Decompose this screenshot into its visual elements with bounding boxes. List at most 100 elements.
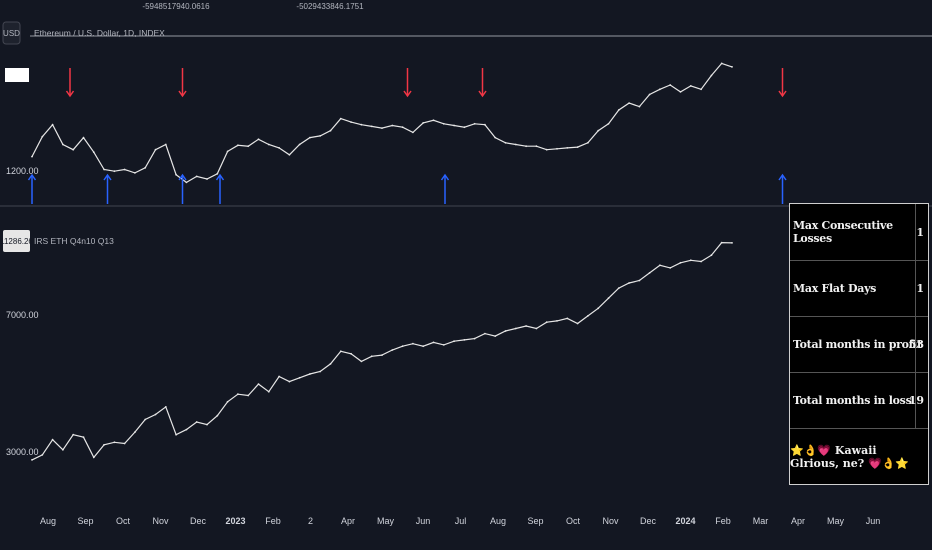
price-series-line-point (700, 88, 702, 91)
price-series-line-point (587, 141, 589, 144)
equity-series-line-point (237, 393, 239, 396)
price-series-line-point (494, 136, 497, 139)
price-series-line-point (288, 153, 291, 156)
price-series-line-point (463, 126, 466, 129)
equity-series-line-point (31, 459, 33, 461)
price-series-line-point (504, 141, 507, 144)
equity-pane[interactable] (31, 241, 733, 461)
equity-series-line-point (195, 421, 198, 423)
price-series-line-point (473, 122, 476, 125)
x-axis[interactable]: Aug Sep Oct Nov Dec 2023 Feb 2 Apr May Jun Jul Aug Se… (40, 516, 880, 526)
price-series-line-point (401, 126, 404, 129)
x-tick-label: May (827, 516, 845, 526)
equity-series-line-point (659, 264, 661, 267)
price-series-line-point (113, 170, 116, 173)
price-series-line-point (484, 123, 486, 126)
price-badge (5, 68, 29, 82)
equity-series-line-point (535, 327, 538, 330)
x-tick-label: 2023 (225, 516, 245, 526)
currency-button-label: USD (3, 29, 20, 38)
price-series-line-point (360, 123, 363, 126)
x-tick-label: 2024 (675, 516, 695, 526)
x-tick-label: Aug (40, 516, 56, 526)
x-tick-label: 2 (308, 516, 313, 526)
equity-series-line-point (391, 349, 394, 351)
equity-series-line-point (113, 441, 116, 444)
price-series-line-point (103, 168, 105, 171)
stats-footer: ⭐👌💗 Kawaii Glrious, ne? 💗👌⭐ (790, 444, 910, 470)
buy-signal-arrow-head (178, 173, 187, 181)
x-tick-label: Nov (152, 516, 169, 526)
stats-value: 19 (908, 393, 924, 407)
equity-series-line-point (298, 376, 301, 379)
indicator-legend[interactable]: IRS ETH Q4n10 Q13 (34, 236, 114, 246)
price-series-line-point (720, 62, 723, 65)
stats-label: Total months in loss (793, 393, 912, 407)
price-series-line-point (381, 127, 383, 129)
equity-series-line-point (617, 287, 620, 289)
equity-series-line-point (628, 282, 630, 284)
equity-series-line-point (72, 433, 75, 436)
x-tick-label: Apr (341, 516, 355, 526)
equity-series-line-point (412, 342, 414, 345)
price-series-line-point (72, 148, 75, 151)
equity-series-line-point (494, 335, 497, 337)
equity-series-line-point (607, 297, 610, 300)
equity-series-line-point (566, 317, 569, 320)
stats-divider (915, 204, 916, 260)
x-tick-label: Feb (265, 516, 281, 526)
equity-series-line-point (432, 341, 435, 344)
price-series-line-point (628, 102, 630, 104)
stats-label: Max Flat Days (793, 281, 877, 295)
equity-series-line-point (545, 321, 548, 324)
equity-series-line-point (463, 339, 466, 341)
equity-series-line-point (103, 443, 105, 446)
price-series-line-point (710, 74, 713, 77)
price-series-line-point (309, 136, 311, 139)
equity-series-line-point (638, 279, 641, 282)
price-series-line-point (319, 135, 322, 137)
equity-series-line-point (247, 394, 250, 397)
equity-series-line (31, 241, 733, 461)
price-series-line-point (535, 145, 538, 148)
price-series-line-point (164, 143, 167, 146)
price-series-line-point (257, 138, 260, 141)
equity-series-line-point (329, 363, 332, 365)
equity-series-line-point (123, 442, 126, 445)
price-series-line-point (278, 147, 280, 149)
price-series-line-point (62, 143, 64, 146)
sell-signal-arrow-head (178, 90, 187, 98)
equity-series-line-point (278, 375, 280, 378)
currency-button[interactable] (2, 21, 21, 45)
price-series-line-point (339, 117, 342, 120)
equity-series-line-point (41, 454, 44, 456)
x-tick-label: Sep (77, 516, 93, 526)
price-series-line-point (267, 143, 270, 146)
stats-value: 53 (908, 337, 924, 351)
stats-table: Max Consecutive Losses 1 Max Flat Days 1… (789, 203, 929, 485)
price-series-line-point (545, 148, 548, 151)
price-series-line-point (597, 129, 600, 132)
equity-series-line-point (514, 327, 517, 330)
equity-series-line-point (731, 242, 733, 244)
equity-series-line-point (319, 370, 322, 373)
y-tick-7000: 7000.00 (6, 310, 39, 320)
price-pane[interactable] (31, 62, 733, 184)
price-marker-1: -5948517940.0616 (142, 2, 210, 11)
equity-series-line-point (525, 325, 527, 327)
buy-signal-arrow-head (27, 173, 37, 181)
price-series-line-point (576, 146, 579, 149)
equity-series-line-point (185, 428, 188, 431)
equity-series-line-point (422, 345, 425, 348)
price-series-line-point (350, 121, 352, 123)
sell-signal-arrow-head (778, 90, 787, 98)
price-series-line-point (422, 122, 425, 124)
indicator-value-badge-text: 11286.26 (0, 237, 33, 246)
symbol-legend[interactable]: Ethereum / U.S. Dollar, 1D, INDEX (34, 28, 165, 38)
price-series-line-point (556, 147, 558, 150)
price-series-line-point (175, 173, 178, 176)
price-series-line-point (298, 143, 301, 146)
price-series-line-point (566, 147, 569, 149)
